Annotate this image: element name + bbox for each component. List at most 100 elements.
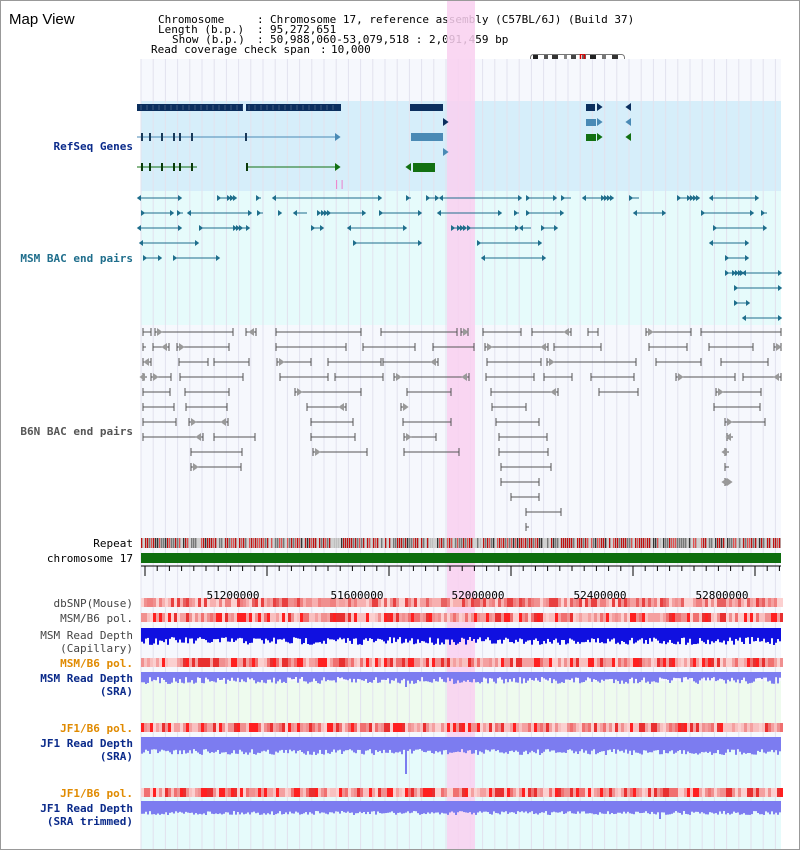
- depth-bar-jf1: [355, 737, 357, 754]
- track-label-jf1-depth-sra[interactable]: JF1 Read Depth (SRA): [40, 737, 133, 763]
- repeat-element: [729, 538, 731, 548]
- track-label-msm-depth-sra[interactable]: MSM Read Depth (SRA): [40, 672, 133, 698]
- depth-bar-jf1: [243, 737, 245, 755]
- depth-bar-sra: [329, 672, 331, 681]
- track-label-jf1-depth-trimmed[interactable]: JF1 Read Depth (SRA trimmed): [40, 802, 133, 828]
- depth-bar-jf1-trimmed: [563, 801, 565, 814]
- track-label-jf1-b6-pol-2[interactable]: JF1/B6 pol.: [60, 787, 133, 800]
- dbsnp-cell: [657, 598, 660, 607]
- bac-end-cluster: [236, 225, 241, 231]
- pol-cell: [615, 788, 618, 797]
- depth-bar-capillary: [493, 628, 495, 644]
- depth-bar-sra: [401, 672, 403, 681]
- depth-bar-capillary: [607, 628, 609, 639]
- pol-cell: [372, 658, 375, 667]
- depth-bar-sra: [709, 672, 711, 681]
- depth-bar-capillary: [415, 628, 417, 644]
- depth-bar-jf1-trimmed: [381, 801, 383, 814]
- track-label-msm-b6-pol-2[interactable]: MSM/B6 pol.: [60, 657, 133, 670]
- pol-cell: [342, 788, 345, 797]
- pol-cell: [351, 723, 354, 732]
- depth-bar-capillary: [357, 628, 359, 645]
- depth-bar-capillary: [433, 628, 435, 645]
- pol-cell: [201, 788, 204, 797]
- track-label-repeat[interactable]: Repeat: [93, 537, 133, 550]
- pol-cell: [696, 723, 699, 732]
- repeat-element: [301, 538, 303, 548]
- pol-cell: [225, 613, 228, 622]
- depth-bar-jf1: [171, 737, 173, 755]
- pol-cell: [516, 613, 519, 622]
- dbsnp-cell: [768, 598, 771, 607]
- bac-end: [515, 225, 520, 231]
- repeat-element: [191, 538, 193, 548]
- pol-cell: [483, 723, 486, 732]
- pol-cell: [315, 723, 318, 732]
- depth-bar-jf1-trimmed: [349, 801, 351, 813]
- depth-bar-jf1: [583, 737, 585, 753]
- depth-bar-capillary: [259, 628, 261, 639]
- depth-bar-jf1-trimmed: [377, 801, 379, 812]
- depth-bar-jf1-trimmed: [531, 801, 533, 812]
- depth-bar-jf1-trimmed: [355, 801, 357, 814]
- depth-bar-capillary: [261, 628, 263, 641]
- depth-bar-jf1: [607, 737, 609, 751]
- repeat-element: [407, 538, 409, 548]
- bac-end: [696, 195, 701, 201]
- repeat-element: [235, 538, 237, 548]
- repeat-element: [715, 538, 717, 548]
- track-label-msm-depth-capillary[interactable]: MSM Read Depth (Capillary): [40, 629, 133, 655]
- track-label-chromosome[interactable]: chromosome 17: [46, 552, 133, 565]
- pol-cell: [171, 723, 174, 732]
- depth-bar-sra: [391, 672, 393, 681]
- depth-bar-jf1: [541, 737, 543, 754]
- pol-cell: [441, 723, 444, 732]
- dbsnp-cell: [246, 598, 249, 607]
- pol-cell: [375, 613, 378, 622]
- depth-bar-jf1: [165, 737, 167, 752]
- depth-bar-capillary: [719, 628, 721, 643]
- track-label-jf1-b6-pol[interactable]: JF1/B6 pol.: [60, 722, 133, 735]
- pol-cell: [636, 723, 639, 732]
- depth-bar-jf1: [699, 737, 701, 754]
- dbsnp-cell: [297, 598, 300, 607]
- bac-end-cluster: [327, 210, 332, 216]
- depth-bar-jf1-trimmed: [397, 801, 399, 813]
- dbsnp-cell: [435, 598, 438, 607]
- pol-cell: [654, 788, 657, 797]
- track-label-b6n-bac[interactable]: B6N BAC end pairs: [20, 425, 133, 438]
- dbsnp-cell: [372, 598, 375, 607]
- repeat-element: [239, 538, 241, 548]
- depth-bar-jf1-trimmed: [529, 801, 531, 813]
- depth-bar-sra: [615, 672, 617, 680]
- depth-bar-capillary: [571, 628, 573, 640]
- track-label-msm-bac[interactable]: MSM BAC end pairs: [20, 252, 133, 265]
- pol-cell: [351, 613, 354, 622]
- depth-bar-capillary: [651, 628, 653, 642]
- depth-bar-jf1: [197, 737, 199, 753]
- track-label-dbsnp[interactable]: dbSNP(Mouse): [53, 597, 133, 610]
- dbsnp-cell: [228, 598, 231, 607]
- depth-bar-jf1: [209, 737, 211, 754]
- depth-bar-jf1: [647, 737, 649, 753]
- pol-cell: [180, 723, 183, 732]
- track-label-refseq[interactable]: RefSeq Genes: [53, 140, 133, 153]
- depth-bar-capillary: [763, 628, 765, 639]
- depth-bar-jf1-trimmed: [601, 801, 603, 814]
- repeat-element: [451, 538, 453, 548]
- dbsnp-cell: [564, 598, 567, 607]
- depth-bar-sra: [223, 672, 225, 679]
- pol-cell: [738, 723, 741, 732]
- highlight-region: [447, 1, 475, 849]
- pol-cell: [732, 658, 735, 667]
- depth-bar-jf1-trimmed: [419, 801, 421, 815]
- depth-bar-capillary: [337, 628, 339, 640]
- bac-end: [403, 225, 408, 231]
- repeat-element: [167, 538, 169, 548]
- bac-end-cluster: [735, 270, 740, 276]
- repeat-element: [473, 538, 475, 548]
- depth-bar-sra: [581, 672, 583, 683]
- pol-cell: [687, 723, 690, 732]
- pol-cell: [549, 788, 552, 797]
- track-label-msm-b6-pol[interactable]: MSM/B6 pol.: [60, 612, 133, 625]
